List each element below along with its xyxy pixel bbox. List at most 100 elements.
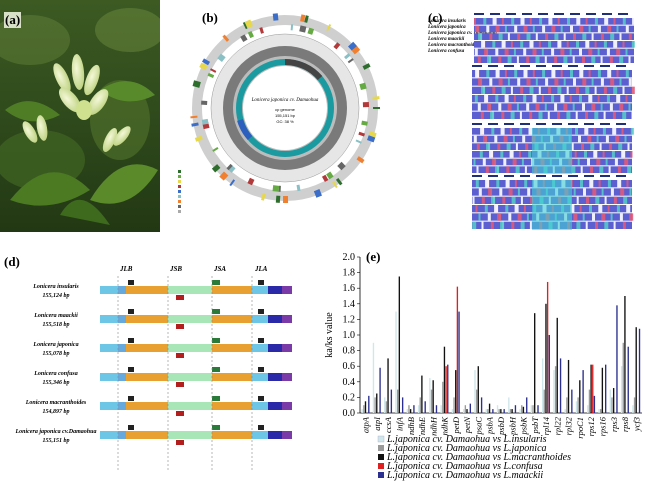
- alignment-variation: [497, 143, 501, 150]
- alignment-gene-arrow: [568, 175, 578, 177]
- alignment-variation: [520, 86, 524, 94]
- legend-label: L.japonica cv. Damaohua vs L.insularis: [386, 434, 547, 445]
- bar: [534, 313, 536, 413]
- alignment-variation: [520, 221, 525, 229]
- x-tick-label: ndhK: [440, 416, 450, 436]
- gene-box: [258, 338, 264, 343]
- alignment-variation: [481, 86, 486, 94]
- alignment-variation: [622, 18, 626, 25]
- alignment-variation: [476, 166, 479, 173]
- gene-block: [192, 80, 201, 88]
- alignment-variation: [544, 103, 547, 111]
- alignment-variation: [529, 86, 534, 94]
- y-tick-label: 2.0: [343, 252, 356, 263]
- alignment-variation: [560, 25, 563, 33]
- alignment-variation: [510, 41, 513, 48]
- alignment-variation: [513, 48, 516, 56]
- alignment-variation: [529, 111, 533, 119]
- alignment-variation: [625, 48, 628, 56]
- gene-block: [259, 27, 264, 34]
- alignment-variation: [491, 128, 495, 135]
- ssc-segment: [168, 402, 212, 410]
- lsc-segment: [100, 315, 118, 323]
- alignment-variation: [591, 56, 596, 63]
- alignment-variation: [528, 151, 532, 158]
- alignment-variation: [489, 33, 493, 40]
- gene-block: [261, 193, 266, 201]
- alignment-variation: [583, 188, 586, 196]
- alignment-variation: [570, 70, 573, 78]
- alignment-variation: [545, 33, 549, 40]
- lsc-segment: [100, 286, 118, 294]
- alignment-variation: [610, 78, 615, 86]
- alignment-variation: [573, 78, 576, 86]
- alignment-variation: [519, 128, 523, 135]
- alignment-gene-arrow: [520, 123, 530, 125]
- alignment-variation: [593, 151, 598, 158]
- x-tick-label: psbA: [485, 416, 495, 435]
- boundary-species-name: Lonicera japonica cv.Damaohua: [15, 429, 97, 435]
- bar: [556, 317, 558, 413]
- gene-block: [361, 120, 368, 126]
- alignment-variation: [588, 25, 591, 33]
- lsc-segment: [100, 402, 118, 410]
- bar: [519, 409, 521, 413]
- legend-swatch: [377, 435, 385, 443]
- gene-box: [282, 373, 292, 381]
- alignment-track: [474, 18, 634, 25]
- bar: [575, 401, 578, 413]
- alignment-variation: [529, 18, 532, 25]
- alignment-variation: [608, 166, 611, 173]
- alignment-variation: [572, 103, 575, 111]
- alignment-variation: [538, 111, 543, 119]
- bar: [567, 359, 570, 413]
- bar: [374, 397, 376, 413]
- gene-block: [229, 179, 236, 187]
- alignment-track: [472, 78, 632, 86]
- alignment-variation: [576, 18, 581, 25]
- boundary-species-name: Lonicera japonica: [32, 342, 78, 348]
- bar: [390, 389, 393, 413]
- bar: [361, 409, 363, 413]
- gene-block: [247, 177, 255, 186]
- alignment-variation: [588, 48, 593, 56]
- y-tick-label: 1.8: [343, 268, 356, 279]
- bar: [429, 377, 431, 413]
- lsc-segment: [100, 373, 118, 381]
- gene-box: [268, 431, 282, 439]
- gene-box: [258, 309, 264, 314]
- bar: [522, 406, 525, 413]
- x-tick-label: rpl14: [541, 416, 551, 435]
- alignment-variation: [551, 95, 555, 103]
- alignment-variation: [616, 70, 619, 78]
- alignment-variation: [571, 143, 574, 150]
- gene-block: [242, 21, 248, 30]
- bar: [424, 401, 426, 413]
- bar: [500, 409, 502, 413]
- alignment-variation: [501, 86, 506, 94]
- boundary-diagram: JLB JSB JSA JLA Lonicera insularis 155,12…: [15, 265, 292, 470]
- alignment-variation: [526, 78, 531, 86]
- x-tick-label: rps16: [598, 416, 608, 436]
- bar: [451, 409, 454, 413]
- bar: [635, 327, 637, 413]
- bar: [363, 405, 365, 413]
- bar: [464, 405, 467, 413]
- alignment-gene-arrow: [536, 175, 546, 177]
- x-tick-label: atpI: [372, 416, 382, 431]
- alignment-variation: [473, 158, 476, 166]
- genome-legend: [178, 170, 181, 213]
- alignment-variation: [576, 41, 579, 48]
- alignment-gene-arrow: [600, 175, 610, 177]
- alignment-gene-arrow: [584, 65, 594, 67]
- alignment-variation: [621, 151, 626, 158]
- alignment-variation: [572, 56, 575, 63]
- alignment-variation: [492, 41, 496, 48]
- bar: [571, 389, 573, 413]
- alignment-variation: [504, 95, 509, 103]
- ssc-segment: [168, 286, 212, 294]
- bar: [421, 375, 423, 413]
- alignment-variation: [604, 18, 609, 25]
- ssc-segment: [168, 373, 212, 381]
- alignment-variation: [579, 205, 582, 213]
